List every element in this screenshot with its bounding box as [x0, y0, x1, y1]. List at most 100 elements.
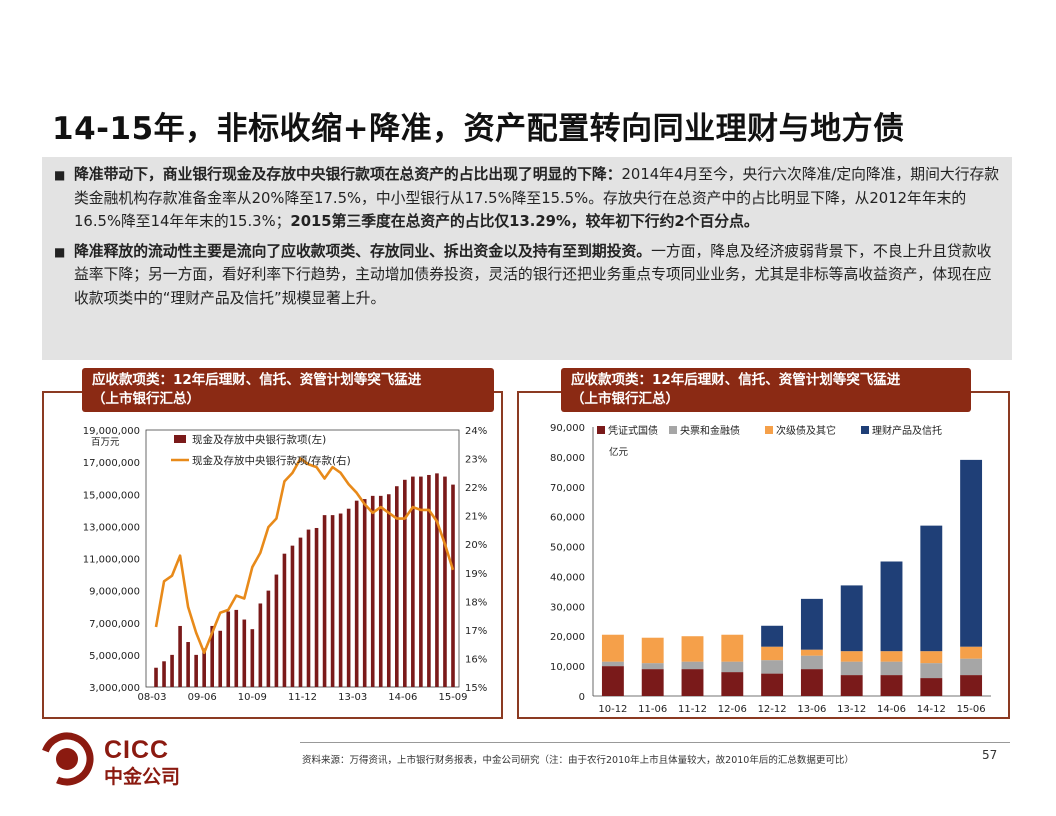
x-tick-label: 14-06 [877, 704, 906, 715]
right-chart-title: 应收款项类：12年后理财、信托、资管计划等突飞猛进 （上市银行汇总） [561, 368, 971, 412]
legend-swatch [861, 426, 869, 434]
legend-label-line: 现金及存放中央银行款项/存款(右) [192, 454, 351, 467]
y2-tick-label: 21% [465, 512, 487, 523]
stack-segment [880, 651, 903, 662]
stack-segment [840, 675, 863, 696]
stack-segment [920, 663, 943, 679]
bar [186, 642, 190, 687]
x-tick-label: 14-12 [917, 704, 946, 715]
bar [362, 499, 367, 687]
stack-segment [880, 561, 903, 652]
stack-segment [641, 669, 664, 696]
legend-swatch [669, 426, 677, 434]
bar [346, 508, 351, 687]
stack-segment [761, 660, 784, 674]
bar [242, 619, 247, 687]
x-tick-label: 11-12 [288, 692, 317, 703]
bar [306, 529, 311, 687]
bar [451, 484, 455, 687]
y-tick-label: 11,000,000 [83, 555, 140, 566]
bar [234, 609, 239, 687]
stack-segment [920, 525, 943, 652]
stack-segment [601, 634, 624, 662]
bar [282, 553, 287, 687]
stack-segment [721, 634, 744, 662]
stack-segment [721, 672, 744, 696]
x-tick-label: 11-06 [638, 704, 667, 715]
stack-segment [681, 636, 704, 662]
x-tick-label: 10-12 [598, 704, 627, 715]
y2-tick-label: 22% [465, 483, 487, 494]
bar [435, 473, 439, 687]
stack-segment [641, 637, 664, 664]
y-axis-unit: 百万元 [91, 437, 120, 448]
legend-label: 次级债及其它 [776, 424, 836, 437]
right-chart-panel: 90,000 80,000 70,000 60,000 50,000 40,000 30,0… [517, 391, 1010, 719]
stack-segment [880, 661, 903, 676]
source-note: 资料来源：万得资讯，上市银行财务报表，中金公司研究（注：由于农行2010年上市且… [302, 755, 854, 766]
left-chart-title: 应收款项类：12年后理财、信托、资管计划等突飞猛进 （上市银行汇总） [82, 368, 494, 412]
y-tick-label: 10,000 [550, 662, 585, 673]
y-tick-label: 13,000,000 [83, 522, 140, 533]
stack-segment [761, 646, 784, 661]
x-tick-label: 12-12 [758, 704, 787, 715]
left-chart-title-line2: （上市银行汇总） [92, 391, 200, 407]
bullet-2-body: 一方面，降息及经济疲弱背景下，不良上升且贷款收益率下降；另一方面，看好利率下行趋… [74, 242, 992, 307]
y-tick-label: 5,000,000 [89, 651, 140, 662]
bar [378, 495, 383, 687]
bar [338, 513, 343, 687]
y2-tick-label: 16% [465, 654, 487, 665]
bar [370, 495, 375, 687]
bar [154, 667, 158, 687]
legend-label: 理财产品及信托 [872, 424, 942, 437]
x-tick-label: 13-12 [837, 704, 866, 715]
bullet-1-lead: 降准带动下，商业银行现金及存放中央银行款项在总资产的占比出现了明显的下降： [74, 166, 622, 183]
bar [162, 661, 166, 687]
x-tick-label: 15-09 [438, 692, 467, 703]
stack-segment [960, 459, 983, 647]
left-chart-title-line1: 应收款项类：12年后理财、信托、资管计划等突飞猛进 [92, 372, 422, 388]
bar [202, 648, 206, 687]
cash-reserve-chart: 19,000,000 17,000,000 15,000,000 13,000,000… [83, 426, 488, 703]
receivables-stacked-chart: 90,000 80,000 70,000 60,000 50,000 40,000 30,0… [550, 423, 991, 715]
x-tick-label: 10-09 [238, 692, 267, 703]
bullet-2-lead: 降准释放的流动性主要是流向了应收款项类、存放同业、拆出资金以及持有至到期投资。 [74, 242, 652, 260]
bar [394, 486, 399, 687]
right-chart-title-line1: 应收款项类：12年后理财、信托、资管计划等突飞猛进 [571, 372, 901, 388]
bar [250, 629, 255, 687]
bar [290, 545, 295, 687]
y-tick-label: 30,000 [550, 602, 585, 613]
cicc-logo-icon [40, 732, 94, 786]
stack-segment [840, 661, 863, 676]
stack-segment [800, 669, 823, 696]
stack-segment [641, 663, 664, 670]
y-tick-label: 3,000,000 [89, 683, 140, 694]
page-number: 57 [982, 748, 998, 762]
y-tick-label: 7,000,000 [89, 619, 140, 630]
bar [258, 603, 263, 687]
y-tick-label: 20,000 [550, 632, 585, 643]
bar [314, 527, 319, 687]
bullet-item-1: ■ 降准带动下，商业银行现金及存放中央银行款项在总资产的占比出现了明显的下降：2… [54, 163, 1002, 234]
summary-box: ■ 降准带动下，商业银行现金及存放中央银行款项在总资产的占比出现了明显的下降：2… [42, 157, 1012, 360]
bar [194, 654, 198, 687]
x-tick-label: 13-03 [338, 692, 367, 703]
y-tick-label: 17,000,000 [83, 458, 140, 469]
y-tick-label: 70,000 [550, 483, 585, 494]
legend-label: 央票和金融债 [680, 424, 740, 437]
y2-tick-label: 20% [465, 540, 487, 551]
square-bullet-icon: ■ [54, 168, 66, 182]
y-tick-label: 50,000 [550, 543, 585, 554]
stack-segment [920, 651, 943, 664]
bar [411, 476, 415, 687]
y2-tick-label: 19% [465, 569, 487, 580]
stack-segment [960, 658, 983, 676]
bullet-item-2: ■ 降准释放的流动性主要是流向了应收款项类、存放同业、拆出资金以及持有至到期投资… [54, 240, 1002, 311]
bar [226, 611, 231, 687]
stack-segment [800, 649, 823, 656]
y-tick-label: 60,000 [550, 513, 585, 524]
y-tick-label: 40,000 [550, 572, 585, 583]
y2-tick-label: 23% [465, 455, 487, 466]
stack-segment [840, 585, 863, 652]
stack-segment [840, 651, 863, 662]
